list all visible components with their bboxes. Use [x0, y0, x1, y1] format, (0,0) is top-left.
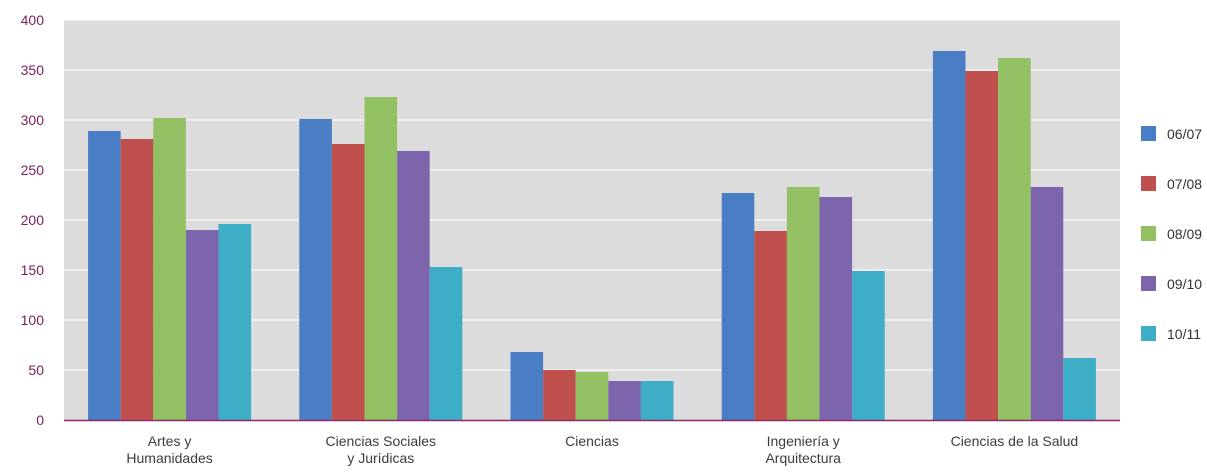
bar-06-07-cat1: [299, 119, 332, 420]
y-tick-label: 150: [21, 262, 45, 278]
legend-swatch-10-11: [1141, 326, 1156, 341]
legend-swatch-08-09: [1141, 226, 1156, 241]
x-category-label: Artes y: [148, 433, 192, 449]
y-axis-ticks: 0 50 100 150 200 250 300 350 400: [21, 12, 45, 428]
bar-08-09-cat0: [153, 118, 186, 420]
y-tick-label: 100: [21, 312, 45, 328]
legend-swatch-06-07: [1141, 126, 1156, 141]
bar-10-11-cat3: [852, 271, 885, 420]
x-category-label: Arquitectura: [765, 450, 841, 466]
bars: [88, 51, 1096, 420]
y-tick-label: 0: [36, 412, 44, 428]
x-category-label: Ciencias: [565, 433, 619, 449]
y-tick-label: 200: [21, 212, 45, 228]
legend-label-09-10: 09/10: [1167, 276, 1202, 292]
legend-swatch-07-08: [1141, 176, 1156, 191]
legend-label-06-07: 06/07: [1167, 126, 1202, 142]
bar-06-07-cat3: [721, 193, 755, 420]
bar-07-08-cat3: [754, 231, 787, 420]
bar-09-10-cat3: [819, 197, 853, 420]
x-category-label: Humanidades: [126, 450, 212, 466]
bar-10-11-cat2: [640, 381, 674, 420]
bar-07-08-cat1: [331, 144, 365, 420]
bar-10-11-cat4: [1063, 358, 1096, 420]
bar-09-10-cat2: [608, 381, 641, 420]
x-category-label: Ciencias Sociales: [326, 433, 437, 449]
legend-label-08-09: 08/09: [1167, 226, 1202, 242]
x-category-label: y Jurídicas: [347, 450, 414, 466]
bar-06-07-cat4: [932, 51, 966, 420]
x-category-label: Ingeniería y: [767, 433, 840, 449]
y-tick-label: 50: [28, 362, 44, 378]
bar-08-09-cat3: [786, 187, 820, 420]
legend-label-10-11: 10/11: [1167, 326, 1201, 342]
y-tick-label: 350: [21, 62, 45, 78]
bar-10-11-cat1: [429, 267, 463, 420]
bar-08-09-cat1: [364, 97, 398, 420]
bar-07-08-cat0: [120, 139, 154, 420]
x-category-label: Ciencias de la Salud: [951, 433, 1079, 449]
bar-10-11-cat0: [218, 224, 252, 420]
y-tick-label: 250: [21, 162, 45, 178]
bar-07-08-cat4: [965, 71, 999, 420]
legend-swatch-09-10: [1141, 276, 1156, 291]
bar-09-10-cat1: [397, 151, 430, 420]
bar-08-09-cat4: [998, 58, 1031, 420]
bar-09-10-cat4: [1030, 187, 1064, 420]
legend-label-07-08: 07/08: [1167, 176, 1202, 192]
y-tick-label: 300: [21, 112, 45, 128]
bar-07-08-cat2: [543, 370, 576, 420]
legend: 06/07 07/08 08/09 09/10 10/11: [1141, 126, 1202, 342]
bar-09-10-cat0: [185, 230, 219, 420]
y-tick-label: 400: [21, 12, 45, 28]
bar-08-09-cat2: [575, 372, 609, 420]
bar-06-07-cat0: [88, 131, 121, 420]
bar-06-07-cat2: [510, 352, 544, 420]
